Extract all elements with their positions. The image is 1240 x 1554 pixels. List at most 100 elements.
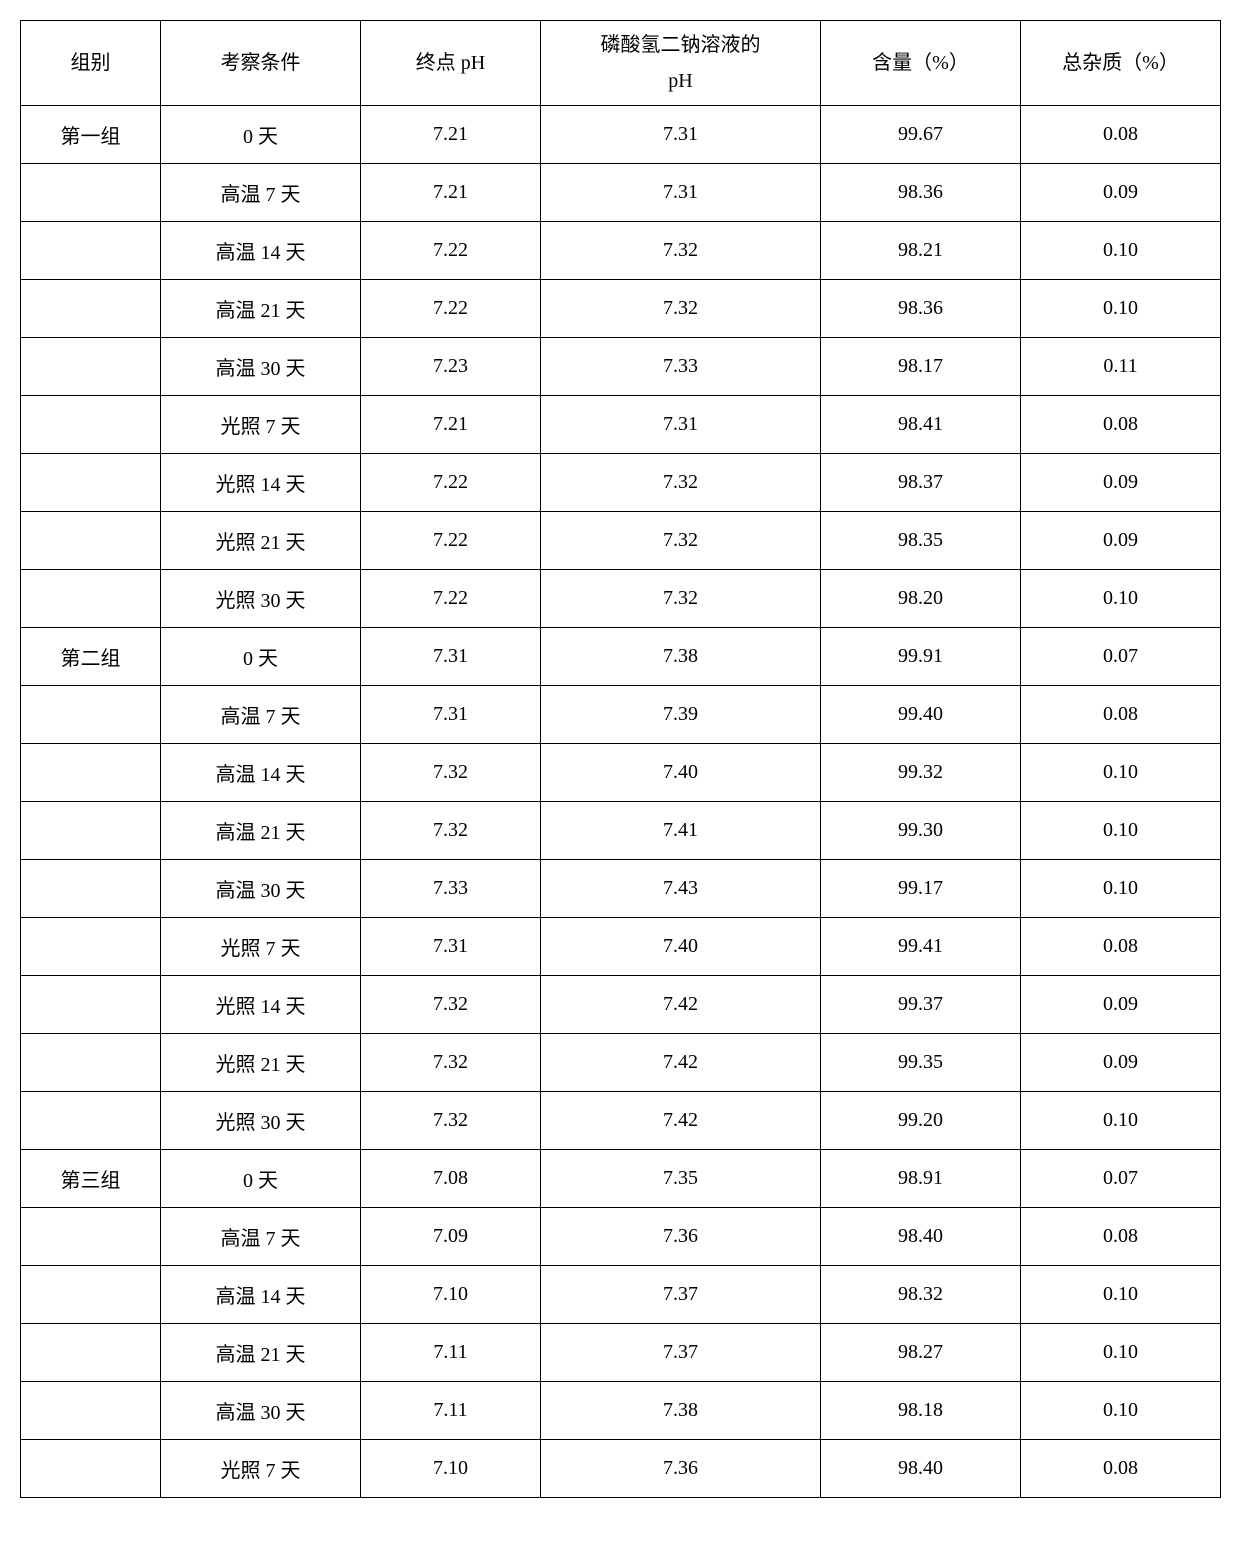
col-header-condition: 考察条件 [161,21,361,106]
cell-condition: 高温 14 天 [161,744,361,802]
table-row: 高温 30 天7.237.3398.170.11 [21,338,1221,396]
cell-impurity: 0.08 [1021,918,1221,976]
cell-impurity: 0.11 [1021,338,1221,396]
cell-impurity: 0.10 [1021,1324,1221,1382]
cell-condition: 光照 7 天 [161,396,361,454]
table-row: 光照 7 天7.217.3198.410.08 [21,396,1221,454]
col-header-solution-ph-line1: 磷酸氢二钠溶液的 [541,27,820,63]
cell-impurity: 0.10 [1021,802,1221,860]
cell-group [21,976,161,1034]
cell-impurity: 0.09 [1021,1034,1221,1092]
cell-content: 99.67 [821,106,1021,164]
cell-impurity: 0.07 [1021,1150,1221,1208]
cell-content: 98.21 [821,222,1021,280]
cell-group: 第二组 [21,628,161,686]
cell-impurity: 0.08 [1021,106,1221,164]
cell-endpoint-ph: 7.10 [361,1266,541,1324]
cell-group [21,1208,161,1266]
cell-content: 98.32 [821,1266,1021,1324]
cell-impurity: 0.10 [1021,744,1221,802]
table-row: 高温 7 天7.217.3198.360.09 [21,164,1221,222]
table-row: 光照 21 天7.327.4299.350.09 [21,1034,1221,1092]
cell-group [21,1324,161,1382]
cell-condition: 高温 14 天 [161,1266,361,1324]
table-row: 光照 14 天7.227.3298.370.09 [21,454,1221,512]
cell-content: 98.36 [821,164,1021,222]
cell-solution-ph: 7.36 [541,1440,821,1498]
table-row: 高温 14 天7.227.3298.210.10 [21,222,1221,280]
cell-content: 98.27 [821,1324,1021,1382]
cell-endpoint-ph: 7.11 [361,1382,541,1440]
table-row: 光照 14 天7.327.4299.370.09 [21,976,1221,1034]
table-header-row: 组别 考察条件 终点 pH 磷酸氢二钠溶液的 pH 含量（%） 总杂质（%） [21,21,1221,106]
col-header-impurity: 总杂质（%） [1021,21,1221,106]
col-header-solution-ph-line2: pH [541,63,820,99]
cell-endpoint-ph: 7.31 [361,918,541,976]
cell-endpoint-ph: 7.09 [361,1208,541,1266]
cell-condition: 光照 14 天 [161,976,361,1034]
cell-impurity: 0.10 [1021,222,1221,280]
cell-impurity: 0.07 [1021,628,1221,686]
table-row: 第三组0 天7.087.3598.910.07 [21,1150,1221,1208]
cell-content: 98.91 [821,1150,1021,1208]
cell-endpoint-ph: 7.32 [361,744,541,802]
cell-endpoint-ph: 7.22 [361,280,541,338]
cell-condition: 光照 21 天 [161,1034,361,1092]
cell-solution-ph: 7.36 [541,1208,821,1266]
cell-endpoint-ph: 7.22 [361,570,541,628]
table-row: 光照 30 天7.327.4299.200.10 [21,1092,1221,1150]
cell-impurity: 0.10 [1021,1266,1221,1324]
table-row: 高温 21 天7.227.3298.360.10 [21,280,1221,338]
cell-solution-ph: 7.33 [541,338,821,396]
cell-solution-ph: 7.42 [541,1092,821,1150]
cell-content: 98.17 [821,338,1021,396]
table-row: 高温 30 天7.337.4399.170.10 [21,860,1221,918]
cell-endpoint-ph: 7.33 [361,860,541,918]
cell-condition: 高温 30 天 [161,1382,361,1440]
cell-condition: 0 天 [161,1150,361,1208]
cell-endpoint-ph: 7.31 [361,628,541,686]
cell-endpoint-ph: 7.21 [361,106,541,164]
cell-solution-ph: 7.32 [541,280,821,338]
cell-impurity: 0.08 [1021,686,1221,744]
cell-group [21,396,161,454]
cell-group [21,1266,161,1324]
cell-condition: 0 天 [161,628,361,686]
cell-solution-ph: 7.31 [541,106,821,164]
table-row: 高温 21 天7.327.4199.300.10 [21,802,1221,860]
cell-content: 99.91 [821,628,1021,686]
cell-endpoint-ph: 7.11 [361,1324,541,1382]
col-header-solution-ph: 磷酸氢二钠溶液的 pH [541,21,821,106]
table-row: 高温 7 天7.317.3999.400.08 [21,686,1221,744]
cell-solution-ph: 7.31 [541,164,821,222]
table-row: 光照 30 天7.227.3298.200.10 [21,570,1221,628]
cell-condition: 光照 30 天 [161,1092,361,1150]
cell-content: 99.41 [821,918,1021,976]
cell-solution-ph: 7.32 [541,570,821,628]
cell-impurity: 0.10 [1021,1382,1221,1440]
table-row: 光照 21 天7.227.3298.350.09 [21,512,1221,570]
cell-group [21,1440,161,1498]
cell-content: 98.41 [821,396,1021,454]
cell-content: 98.37 [821,454,1021,512]
cell-impurity: 0.09 [1021,512,1221,570]
cell-condition: 高温 7 天 [161,1208,361,1266]
cell-endpoint-ph: 7.22 [361,454,541,512]
cell-group [21,454,161,512]
cell-content: 99.20 [821,1092,1021,1150]
table-row: 高温 21 天7.117.3798.270.10 [21,1324,1221,1382]
cell-condition: 高温 7 天 [161,164,361,222]
cell-solution-ph: 7.38 [541,628,821,686]
cell-content: 99.37 [821,976,1021,1034]
cell-content: 98.20 [821,570,1021,628]
cell-group [21,512,161,570]
cell-condition: 光照 14 天 [161,454,361,512]
cell-group [21,222,161,280]
cell-content: 98.36 [821,280,1021,338]
cell-solution-ph: 7.38 [541,1382,821,1440]
cell-impurity: 0.09 [1021,976,1221,1034]
cell-content: 98.40 [821,1440,1021,1498]
cell-impurity: 0.08 [1021,1440,1221,1498]
cell-content: 99.17 [821,860,1021,918]
cell-solution-ph: 7.41 [541,802,821,860]
